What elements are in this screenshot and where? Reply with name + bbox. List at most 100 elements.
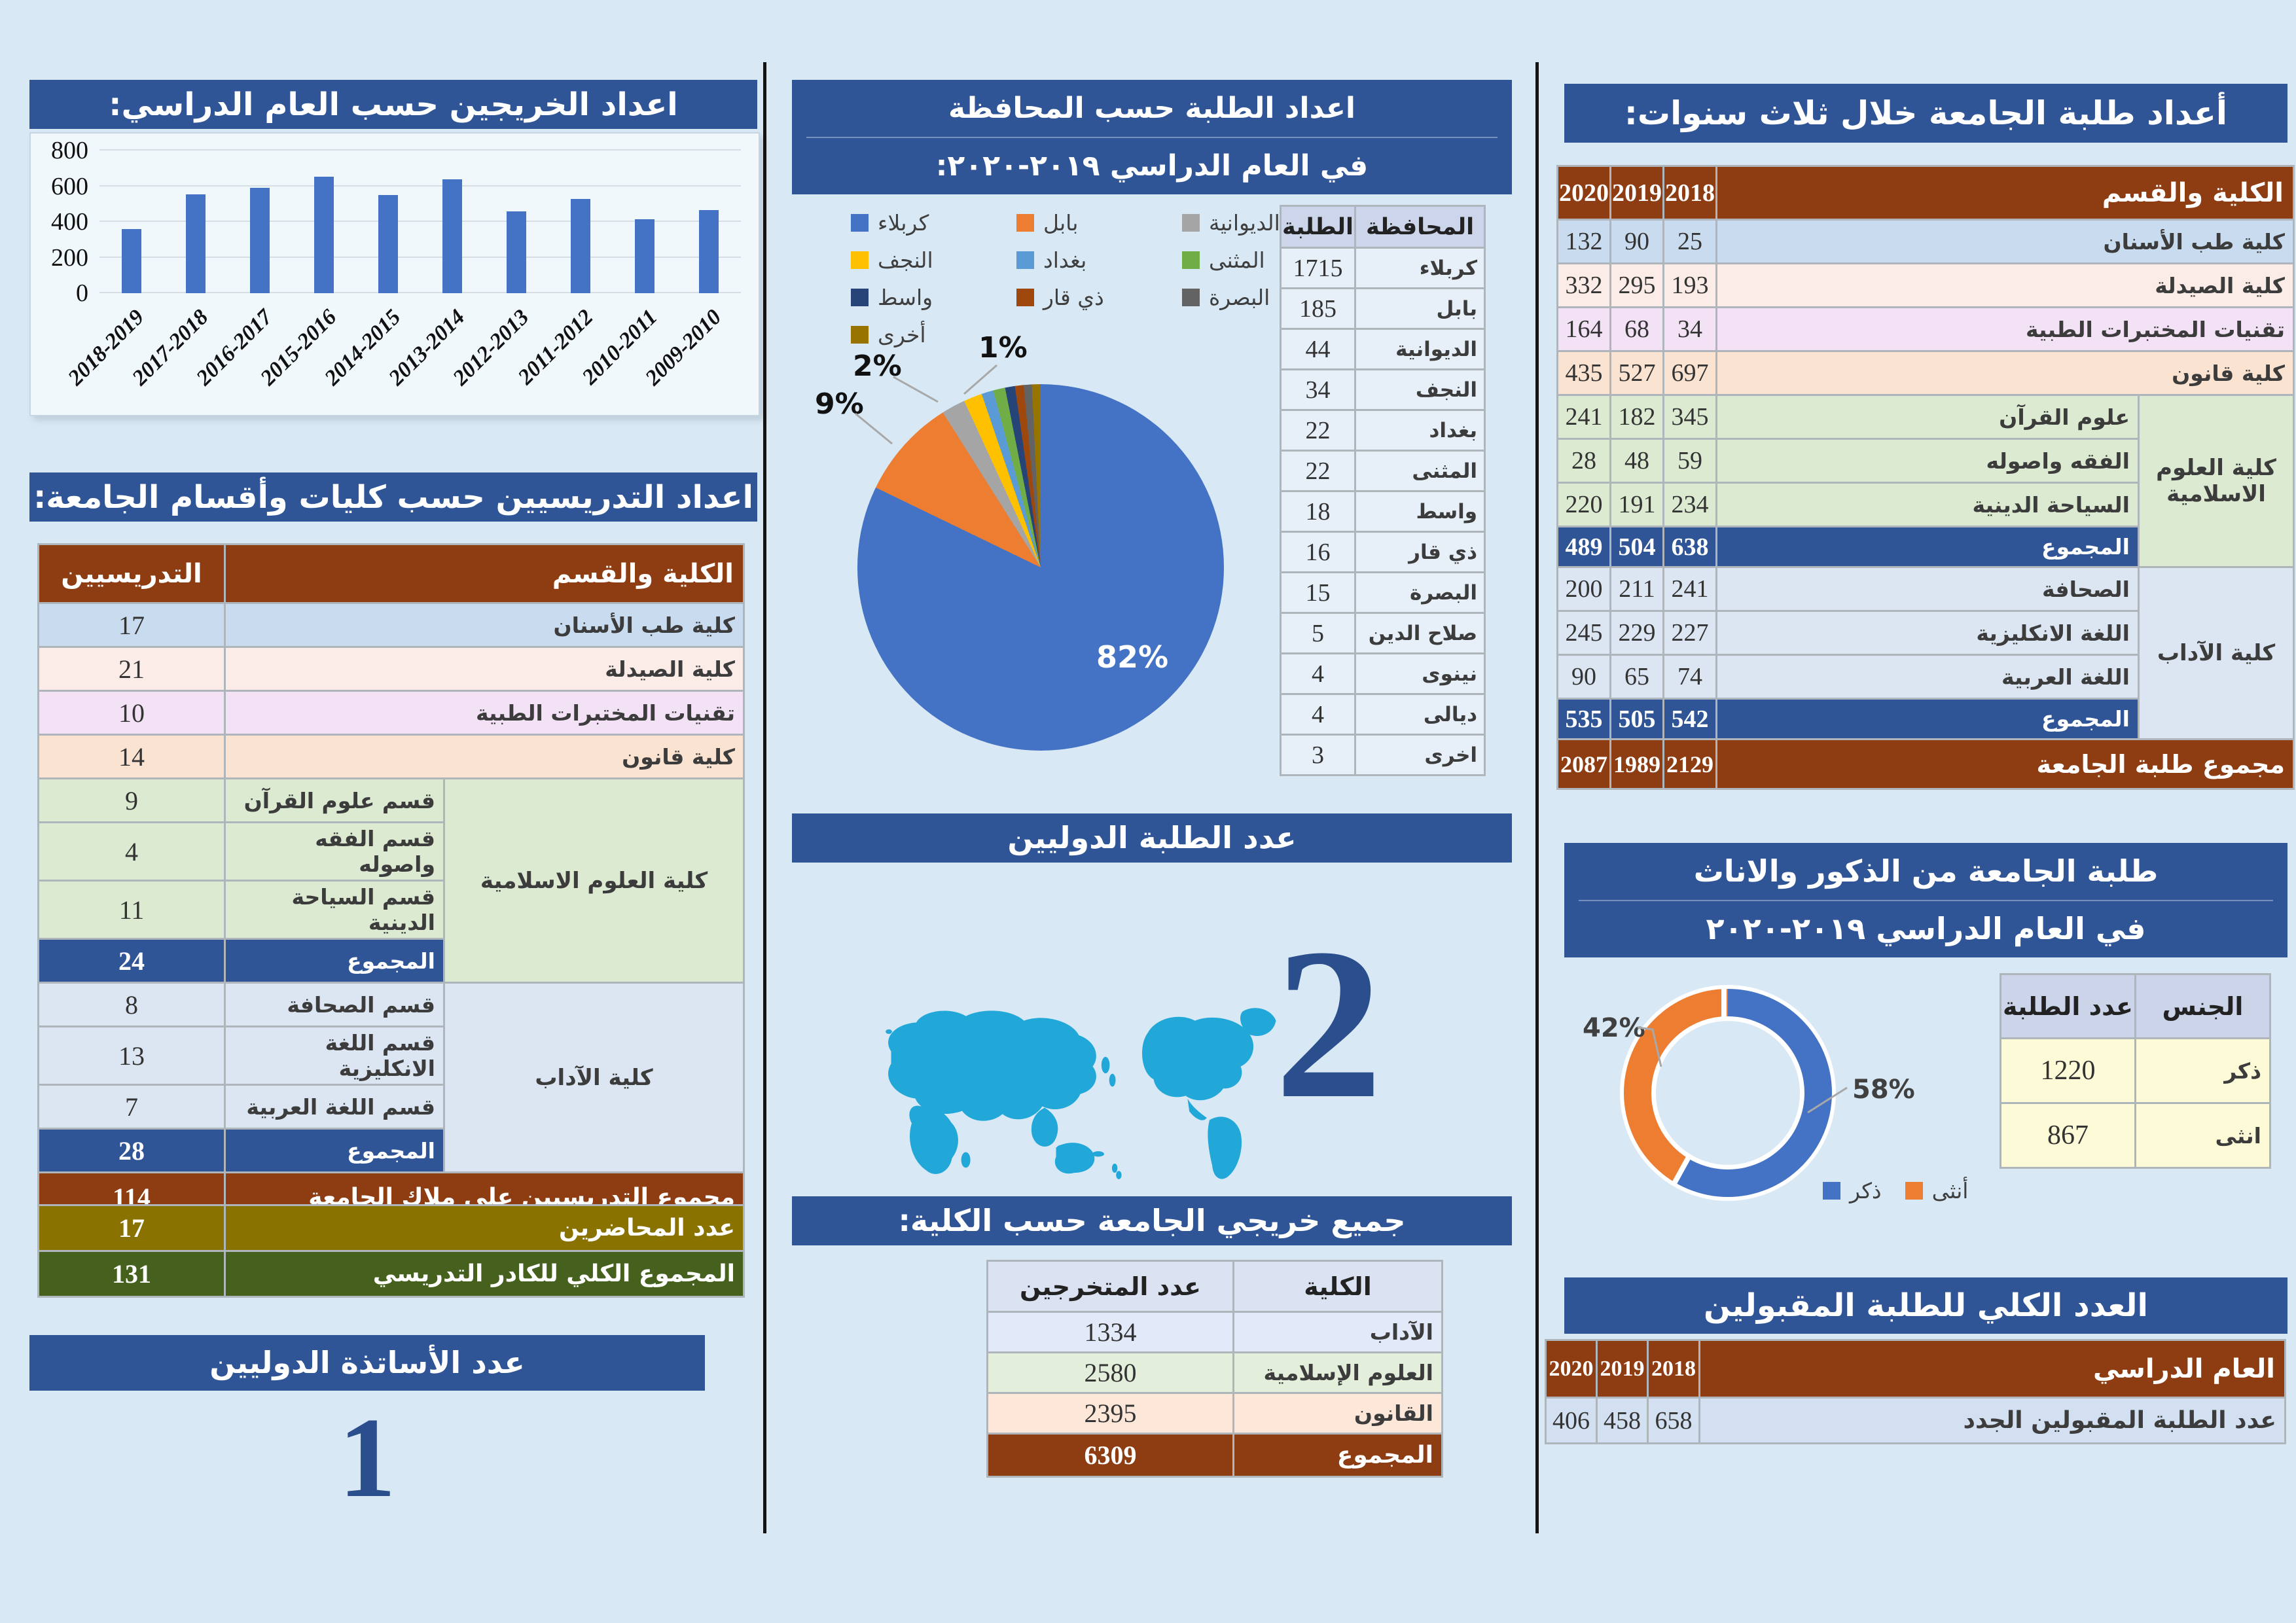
legend-label: الديوانية <box>1209 210 1280 236</box>
gender-header-count: عدد الطلبة <box>2000 973 2136 1039</box>
male-legend-label: ذكر <box>1850 1178 1882 1204</box>
table-row-overall-staff: المجموع الكلي للكادر التدريسي 131 <box>37 1250 745 1298</box>
staff-extra-table: عدد المحاضرين 17 المجموع الكلي للكادر ال… <box>37 1204 745 1298</box>
gender-title-line1: طلبة الجامعة من الذكور والاناث <box>1693 853 2159 889</box>
legend-swatch-icon <box>851 214 869 232</box>
table-row: نينوى 4 <box>1279 652 1486 695</box>
table-row: تقنيات المختبرات الطبية 34 68 164 <box>1556 306 2295 352</box>
bar-2017-2018 <box>186 194 206 293</box>
table-row: الفقه واصوله 59 48 28 <box>1556 438 2294 484</box>
table-row-total: المجموع 638 504 489 <box>1556 526 2294 568</box>
table-row: كلية قانون 697 527 435 <box>1556 350 2295 396</box>
section-title-intl-professors: عدد الأساتذة الدوليين <box>29 1335 705 1391</box>
table-row: كلية الآداب الصحافة 241 211 200 <box>1556 566 2295 740</box>
table-row: اخرى 3 <box>1279 734 1486 776</box>
y-axis-tick-400: 400 <box>51 208 88 236</box>
legend-item-2: الديوانية <box>1182 204 1348 241</box>
table-row: كلية الآداب قسم الصحافة 8 <box>37 982 745 1173</box>
legend-item-8: البصرة <box>1182 279 1348 316</box>
female-legend-label: أنثى <box>1931 1178 1969 1204</box>
staff-table: الكلية والقسم التدريسيين كلية طب الأسنان… <box>37 543 745 1223</box>
table-row: ذي قار 16 <box>1279 531 1486 573</box>
legend-item-male: ذكر <box>1823 1178 1882 1204</box>
bar-2011-2012 <box>571 198 590 293</box>
legend-item-7: ذي قار <box>1016 279 1182 316</box>
accepted-table: العام الدراسي 2018 2019 2020 عدد الطلبة … <box>1545 1339 2286 1444</box>
gov-header-name: المحافظة <box>1354 205 1486 249</box>
governorate-table: المحافظة الطلبة كربلاء 1715 بابل 185 الديو… <box>1279 205 1486 776</box>
bar-chart-plot-area <box>99 149 741 293</box>
y-axis-tick-600: 600 <box>51 172 88 200</box>
section-title-staff-text: اعداد التدريسيين حسب كليات وأقسام الجامع… <box>33 478 753 516</box>
grads-header-count: عدد المتخرجين <box>986 1260 1234 1313</box>
legend-label: المثنى <box>1209 247 1265 273</box>
three-year-header-2018: 2018 <box>1662 165 1717 221</box>
table-row: اللغة الانكليزية 227 229 245 <box>1556 610 2294 656</box>
table-row-total: المجموع 6309 <box>986 1433 1443 1478</box>
pie-label-9: 9% <box>815 387 864 421</box>
section-title-gender: طلبة الجامعة من الذكور والاناث في العام … <box>1564 843 2287 957</box>
table-row: قسم اللغة العربية 7 <box>37 1084 744 1130</box>
staff-header-name: الكلية والقسم <box>224 543 745 604</box>
column-separator-right <box>1535 62 1539 1533</box>
section-title-intl-students: عدد الطلبة الدوليين <box>792 813 1512 863</box>
table-row: الديوانية 44 <box>1279 328 1486 370</box>
legend-swatch-icon <box>851 251 869 269</box>
three-year-header-2019: 2019 <box>1609 165 1664 221</box>
section-title-accepted-text: العدد الكلي للطلبة المقبولين <box>1704 1287 2148 1324</box>
gridline-800 <box>99 149 741 151</box>
legend-label: أخرى <box>878 322 926 348</box>
table-row: كلية العلوم الاسلامية قسم علوم القرآن 9 <box>37 777 745 984</box>
table-row: بغداد 22 <box>1279 409 1486 452</box>
legend-label: النجف <box>878 247 933 273</box>
accepted-header-name: العام الدراسي <box>1698 1339 2286 1399</box>
pie-label-82: 82% <box>1096 639 1169 675</box>
pie-label-1: 1% <box>978 331 1028 365</box>
bar-2012-2013 <box>507 211 526 293</box>
bar-2009-2010 <box>699 210 719 293</box>
male-legend-swatch-icon <box>1823 1182 1840 1200</box>
donut-chart <box>1620 985 1836 1201</box>
donut-slice-gap <box>1721 989 1727 1026</box>
legend-item-6: واسط <box>851 279 1016 316</box>
legend-swatch-icon <box>1182 289 1200 306</box>
female-legend-swatch-icon <box>1905 1182 1923 1200</box>
table-row-total: المجموع 28 <box>37 1128 744 1173</box>
legend-label: ذي قار <box>1043 285 1104 310</box>
staff-table-grid: الكلية والقسم التدريسيين كلية طب الأسنان… <box>37 543 745 1223</box>
table-row: النجف 34 <box>1279 368 1486 411</box>
column-separator-left <box>763 62 766 1533</box>
table-row: قسم السياحة الدينية 11 <box>37 880 744 940</box>
table-row: صلاح الدين 5 <box>1279 612 1486 654</box>
students-by-gov-pie-chart: 82% 9% 2% 1% <box>815 322 1234 767</box>
table-row: كلية طب الأسنان 25 90 132 <box>1556 219 2295 264</box>
legend-swatch-icon <box>851 326 869 344</box>
table-row: اللغة العربية 74 65 90 <box>1556 654 2294 700</box>
bar-2010-2011 <box>635 219 655 293</box>
section-title-three-year-text: أعداد طلبة الجامعة خلال ثلاث سنوات: <box>1624 94 2228 132</box>
donut-label-58: 58% <box>1852 1075 1915 1105</box>
table-row: القانون 2395 <box>986 1392 1443 1435</box>
legend-item-3: النجف <box>851 241 1016 279</box>
legend-item-5: المثنى <box>1182 241 1348 279</box>
staff-header-count: التدريسيين <box>37 543 226 604</box>
section-title-grads-by-college: جميع خريجي الجامعة حسب الكلية: <box>792 1196 1512 1245</box>
bar-2013-2014 <box>442 179 462 293</box>
legend-label: بابل <box>1043 210 1079 236</box>
table-row-lecturers: عدد المحاضرين 17 <box>37 1204 745 1252</box>
graduates-bar-chart: 2018-2019 2017-2018 2016-2017 2015-2016 2014… <box>29 132 760 416</box>
table-row: كربلاء 1715 <box>1279 247 1486 289</box>
donut-label-42: 42% <box>1583 1013 1645 1043</box>
gridline-0 <box>99 292 741 293</box>
graduates-table: الكلية عدد المتخرجين الآداب 1334 العلوم … <box>986 1260 1443 1478</box>
three-year-group-arts: كلية الآداب <box>2138 566 2295 740</box>
students-by-gov-title-line1: اعداد الطلبة حسب المحافظة <box>948 91 1355 125</box>
accepted-header-2020: 2020 <box>1545 1339 1598 1399</box>
grads-header-name: الكلية <box>1232 1260 1443 1313</box>
table-row: بابل 185 <box>1279 287 1486 330</box>
section-title-intl-students-text: عدد الطلبة الدوليين <box>1007 819 1297 855</box>
gridline-200 <box>99 256 741 258</box>
table-row: واسط 18 <box>1279 490 1486 533</box>
gender-table-grid: الجنس عدد الطلبة ذكر 1220 انثى 867 <box>2000 973 2271 1169</box>
table-row-total: المجموع 542 505 535 <box>1556 698 2294 740</box>
